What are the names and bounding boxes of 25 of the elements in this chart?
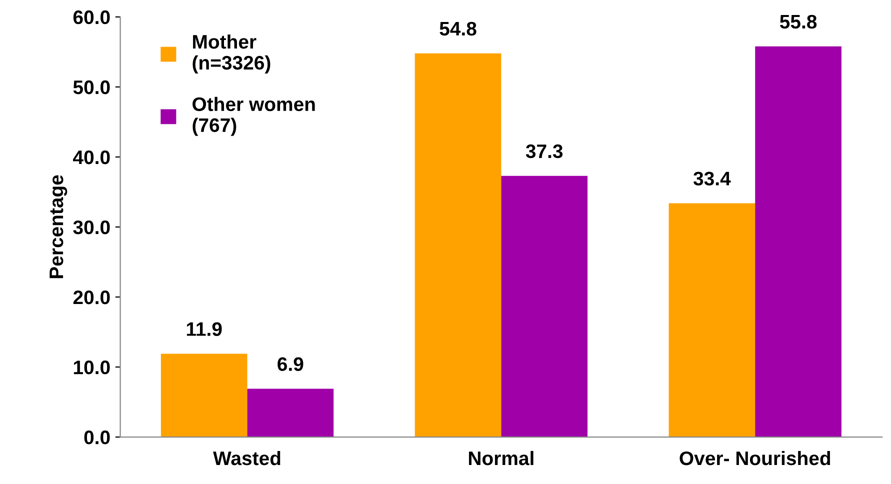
y-tick-label: 60.0 bbox=[73, 10, 110, 24]
bar bbox=[668, 203, 756, 438]
bar bbox=[755, 46, 842, 438]
data-label: 55.8 bbox=[780, 14, 817, 29]
data-label: 54.8 bbox=[440, 22, 476, 36]
legend-label: Mother (n=3326) bbox=[192, 34, 270, 74]
y-tick-label: 0.0 bbox=[84, 430, 110, 444]
data-label: 6.9 bbox=[278, 357, 304, 372]
legend-label: Other women (767) bbox=[192, 96, 315, 136]
data-label: 37.3 bbox=[526, 144, 563, 158]
bar bbox=[247, 388, 334, 438]
x-tick-label: Normal bbox=[468, 450, 534, 466]
bar bbox=[501, 176, 588, 438]
data-label: 11.9 bbox=[186, 322, 222, 336]
bar bbox=[160, 354, 248, 438]
x-tick-label: Over- Nourished bbox=[680, 450, 830, 466]
y-tick-label: 10.0 bbox=[74, 360, 110, 374]
bar bbox=[414, 53, 502, 438]
y-tick-label: 30.0 bbox=[73, 220, 110, 234]
y-tick-label: 50.0 bbox=[73, 80, 110, 94]
y-tick-label: 20.0 bbox=[73, 290, 110, 304]
data-label: 33.4 bbox=[693, 172, 731, 186]
x-tick-label: Wasted bbox=[213, 450, 280, 466]
y-axis-title: Percentage bbox=[50, 175, 68, 278]
y-tick-label: 40.0 bbox=[73, 150, 110, 164]
